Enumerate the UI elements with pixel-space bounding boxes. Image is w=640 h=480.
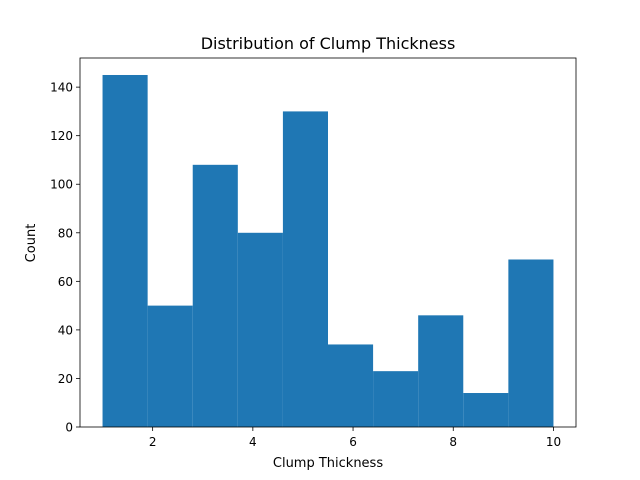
histogram-bar-1 <box>102 74 148 428</box>
bars-group <box>102 74 554 428</box>
histogram-bar-3 <box>192 164 238 427</box>
x-tick-label-1: 2 <box>149 435 157 449</box>
chart-title: Distribution of Clump Thickness <box>201 34 456 53</box>
histogram-bar-9 <box>463 393 509 427</box>
x-axis-label: Clump Thickness <box>273 456 383 471</box>
plot-frame <box>79 57 577 428</box>
x-axis-ticks: 2 4 6 8 10 <box>149 427 561 449</box>
y-tick-label-5: 80 <box>58 226 73 240</box>
histogram-bar-4 <box>237 232 283 427</box>
x-tick-label-2: 4 <box>249 435 257 449</box>
histogram-bar-8 <box>418 315 464 427</box>
histogram-bar-7 <box>373 371 419 427</box>
histogram-bar-6 <box>328 344 374 427</box>
x-tick-label-3: 6 <box>349 435 357 449</box>
y-tick-label-7: 120 <box>50 129 73 143</box>
x-tick-label-5: 10 <box>546 435 561 449</box>
y-tick-label-3: 40 <box>58 323 73 337</box>
y-tick-label-6: 100 <box>50 178 73 192</box>
y-tick-label-8: 140 <box>50 81 73 95</box>
histogram-bar-10 <box>508 259 554 427</box>
x-tick-label-4: 8 <box>449 435 457 449</box>
histogram-bar-5 <box>282 111 328 427</box>
y-tick-label-2: 20 <box>58 372 73 386</box>
y-axis-label: Count <box>24 224 39 263</box>
y-axis-ticks: 0 20 40 60 80 100 120 140 <box>50 81 80 435</box>
y-tick-label-4: 60 <box>58 275 73 289</box>
y-tick-label-1: 0 <box>65 421 73 435</box>
histogram-bar-2 <box>147 305 193 427</box>
